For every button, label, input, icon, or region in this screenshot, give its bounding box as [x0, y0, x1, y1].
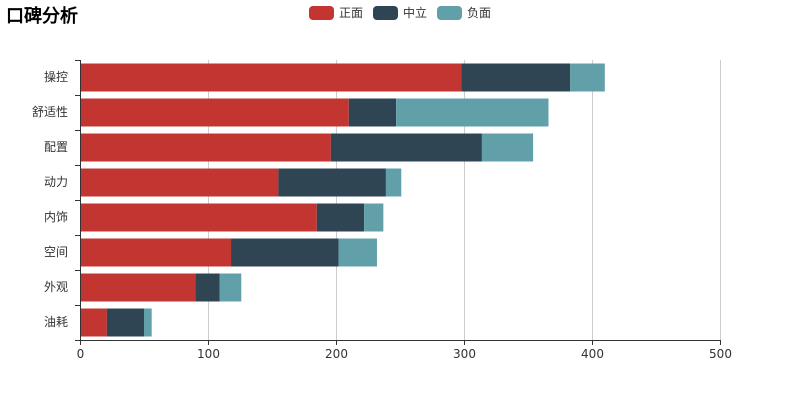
legend-label-positive: 正面: [339, 6, 364, 20]
bar-negative-2: [481, 133, 534, 162]
legend-label-neutral: 中立: [403, 6, 428, 20]
y-tick-label-6: 外观: [44, 280, 68, 294]
bar-neutral-1: [348, 98, 397, 127]
y-tick-label-3: 动力: [44, 175, 68, 189]
bar-negative-5: [338, 238, 377, 267]
x-tick-label-100: 100: [197, 347, 220, 361]
legend-swatch-positive: [309, 5, 334, 20]
legend: 正面 中立 负面: [309, 4, 501, 21]
legend-swatch-neutral: [373, 5, 399, 20]
x-tick-label-500: 500: [709, 347, 732, 361]
legend-swatch-negative: [437, 5, 463, 20]
bar-negative-7: [144, 308, 152, 337]
y-tick-label-0: 操控: [44, 69, 68, 84]
legend-label-negative: 负面: [467, 6, 492, 20]
bar-positive-1: [80, 98, 349, 127]
x-tick-label-0: 0: [77, 347, 85, 361]
bar-positive-5: [80, 238, 232, 267]
bar-neutral-7: [106, 308, 144, 337]
bar-neutral-3: [278, 168, 386, 197]
bar-neutral-5: [231, 238, 339, 267]
bar-negative-0: [570, 63, 605, 92]
bar-negative-1: [396, 98, 549, 127]
x-tick-label-400: 400: [581, 347, 604, 361]
bar-positive-3: [80, 168, 279, 197]
y-tick-label-7: 油耗: [44, 315, 68, 329]
x-tick-label-200: 200: [325, 347, 348, 361]
y-tick-label-1: 舒适性: [32, 105, 68, 119]
legend-item-neutral[interactable]: 中立: [373, 4, 427, 21]
legend-item-positive[interactable]: 正面: [309, 4, 363, 21]
y-tick-label-4: 内饰: [44, 210, 68, 224]
bar-neutral-6: [195, 273, 220, 302]
bar-positive-6: [80, 273, 196, 302]
bar-neutral-0: [461, 63, 571, 92]
chart-title: 口碑分析: [6, 6, 78, 27]
y-tick-label-2: 配置: [44, 140, 68, 154]
x-tick-label-300: 300: [453, 347, 476, 361]
bar-neutral-2: [330, 133, 482, 162]
y-tick-label-5: 空间: [44, 245, 68, 259]
bar-positive-7: [80, 308, 107, 337]
legend-item-negative[interactable]: 负面: [437, 4, 491, 21]
bar-positive-2: [80, 133, 331, 162]
bar-negative-3: [385, 168, 402, 197]
bar-positive-0: [80, 63, 462, 92]
bar-negative-4: [364, 203, 384, 232]
bar-negative-6: [219, 273, 242, 302]
bar-positive-4: [80, 203, 317, 232]
bar-neutral-4: [316, 203, 365, 232]
